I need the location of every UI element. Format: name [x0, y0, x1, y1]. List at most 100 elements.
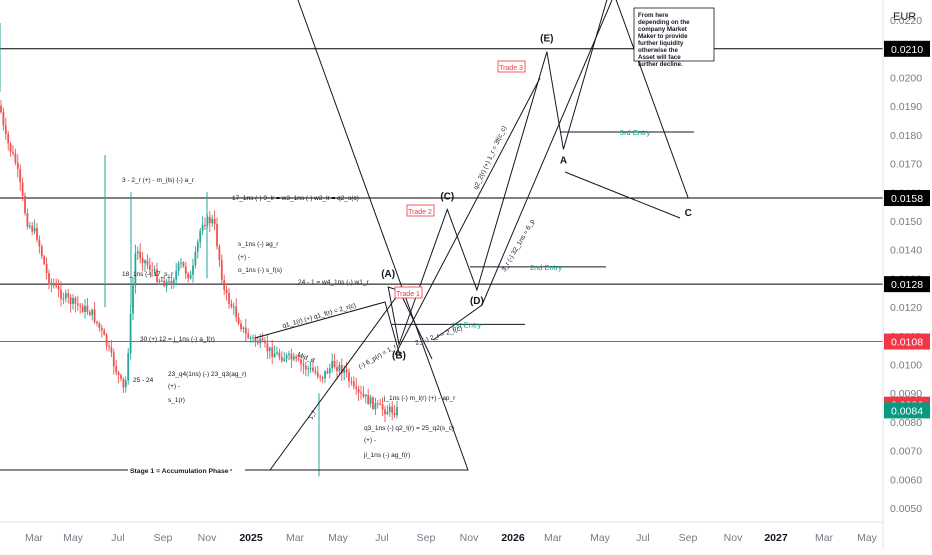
x-tick-label: Jul — [636, 532, 649, 544]
wave-label: (C) — [440, 192, 454, 203]
annotation-text: 18_1ns (-) 17_s_r — [122, 271, 174, 278]
candle-body — [124, 380, 127, 388]
candle-body — [165, 281, 168, 287]
trend-line — [394, 77, 541, 356]
candle-body — [355, 386, 358, 389]
candle-body — [396, 407, 398, 416]
annotation-text: 1_r — [307, 409, 317, 421]
currency-label: EUR — [893, 11, 916, 23]
candle-body — [112, 352, 115, 367]
annotation-text: s_1ns (-) ag_r — [238, 241, 279, 248]
candle-body — [261, 338, 264, 341]
candle-body — [304, 365, 307, 370]
candle-body — [28, 225, 31, 227]
wave-label: (E) — [540, 34, 553, 45]
candle-body — [14, 153, 17, 163]
candle-body — [21, 182, 24, 196]
candle-body — [352, 381, 355, 387]
x-tick-label: 2027 — [764, 532, 788, 544]
candle-body — [312, 367, 314, 371]
trade-label: Trade 2 — [408, 209, 432, 216]
candle-body — [177, 263, 180, 272]
candle-body — [67, 293, 70, 298]
candle-body — [218, 246, 221, 261]
candle-body — [151, 269, 154, 271]
candle-body — [280, 356, 283, 361]
y-tick-label: 0.0220 — [890, 15, 922, 27]
candle-body — [170, 281, 173, 285]
candle-body — [187, 273, 190, 279]
stage-label-bg — [128, 466, 230, 475]
candle-body — [33, 227, 36, 232]
annotation-text: 23_q4(1ns) (-) 23_q3(ag_r) — [168, 371, 246, 378]
x-tick-label: Jul — [375, 532, 388, 544]
level-price-badge — [884, 276, 930, 293]
wave-label: (B) — [392, 350, 406, 361]
candle-body — [146, 260, 149, 265]
candle-body — [4, 125, 7, 135]
annotation-text: o_1ns (-) s_f(s) — [238, 267, 282, 274]
candle-body — [26, 213, 29, 227]
level-price-label: 0.0158 — [891, 193, 923, 205]
candle-body — [172, 279, 175, 285]
x-tick-label: May — [328, 532, 349, 544]
y-tick-label: 0.0150 — [890, 216, 922, 228]
candle-body — [62, 298, 65, 300]
candle-body — [43, 256, 46, 264]
level-price-badge — [884, 40, 930, 57]
trade-label-box — [394, 286, 423, 299]
candle-body — [364, 394, 367, 397]
current-price-badge — [884, 402, 930, 419]
candle-body — [232, 306, 235, 308]
candle-body — [249, 337, 252, 339]
candle-body — [194, 251, 197, 266]
candle-body — [60, 289, 62, 299]
candle-body — [223, 279, 226, 290]
candle-body — [0, 105, 2, 113]
candle-body — [360, 392, 362, 394]
candle-body — [345, 369, 348, 373]
candle-body — [237, 317, 240, 324]
candle-body — [331, 360, 334, 369]
candle-body — [235, 306, 238, 318]
y-tick-label: 0.0200 — [890, 73, 922, 85]
candle-body — [100, 328, 103, 331]
x-tick-label: Mar — [286, 532, 305, 544]
annotation-text: Stage 1 = Accumulation Phase — [130, 468, 229, 475]
candles — [0, 22, 398, 477]
candle-body — [160, 280, 163, 282]
candle-body — [292, 356, 295, 360]
entry-label: 2nd Entry — [530, 263, 562, 272]
candle-body — [252, 337, 254, 339]
candle-body — [9, 143, 12, 152]
y-tick-label: 0.0060 — [890, 474, 922, 486]
candle-body — [350, 381, 353, 383]
candle-body — [244, 327, 247, 334]
candle-body — [228, 293, 230, 304]
horizontal-levels — [0, 48, 883, 343]
candle-body — [367, 394, 370, 404]
wave-label: (D) — [470, 296, 484, 307]
candle-body — [158, 280, 161, 282]
candle-body — [19, 168, 22, 183]
candle-body — [40, 246, 43, 257]
candle-body — [314, 370, 317, 373]
x-tick-label: Mar — [25, 532, 44, 544]
candle-body — [64, 293, 67, 299]
x-tick-label: Mar — [544, 532, 563, 544]
trade-label: Trade 1 — [396, 291, 420, 298]
candle-body — [117, 372, 120, 376]
candle-body — [115, 366, 118, 373]
trend-line — [432, 0, 613, 341]
annotation-text: jl_1ns (-) ag_f(r) — [363, 452, 410, 459]
trend-line — [254, 301, 401, 357]
x-tick-label: 2025 — [239, 532, 263, 544]
trend-line — [564, 171, 681, 219]
y-tick-label: 0.0080 — [890, 417, 922, 429]
candle-body — [285, 355, 288, 359]
candle-body — [16, 162, 19, 169]
candle-body — [254, 337, 257, 342]
candle-body — [134, 253, 137, 286]
